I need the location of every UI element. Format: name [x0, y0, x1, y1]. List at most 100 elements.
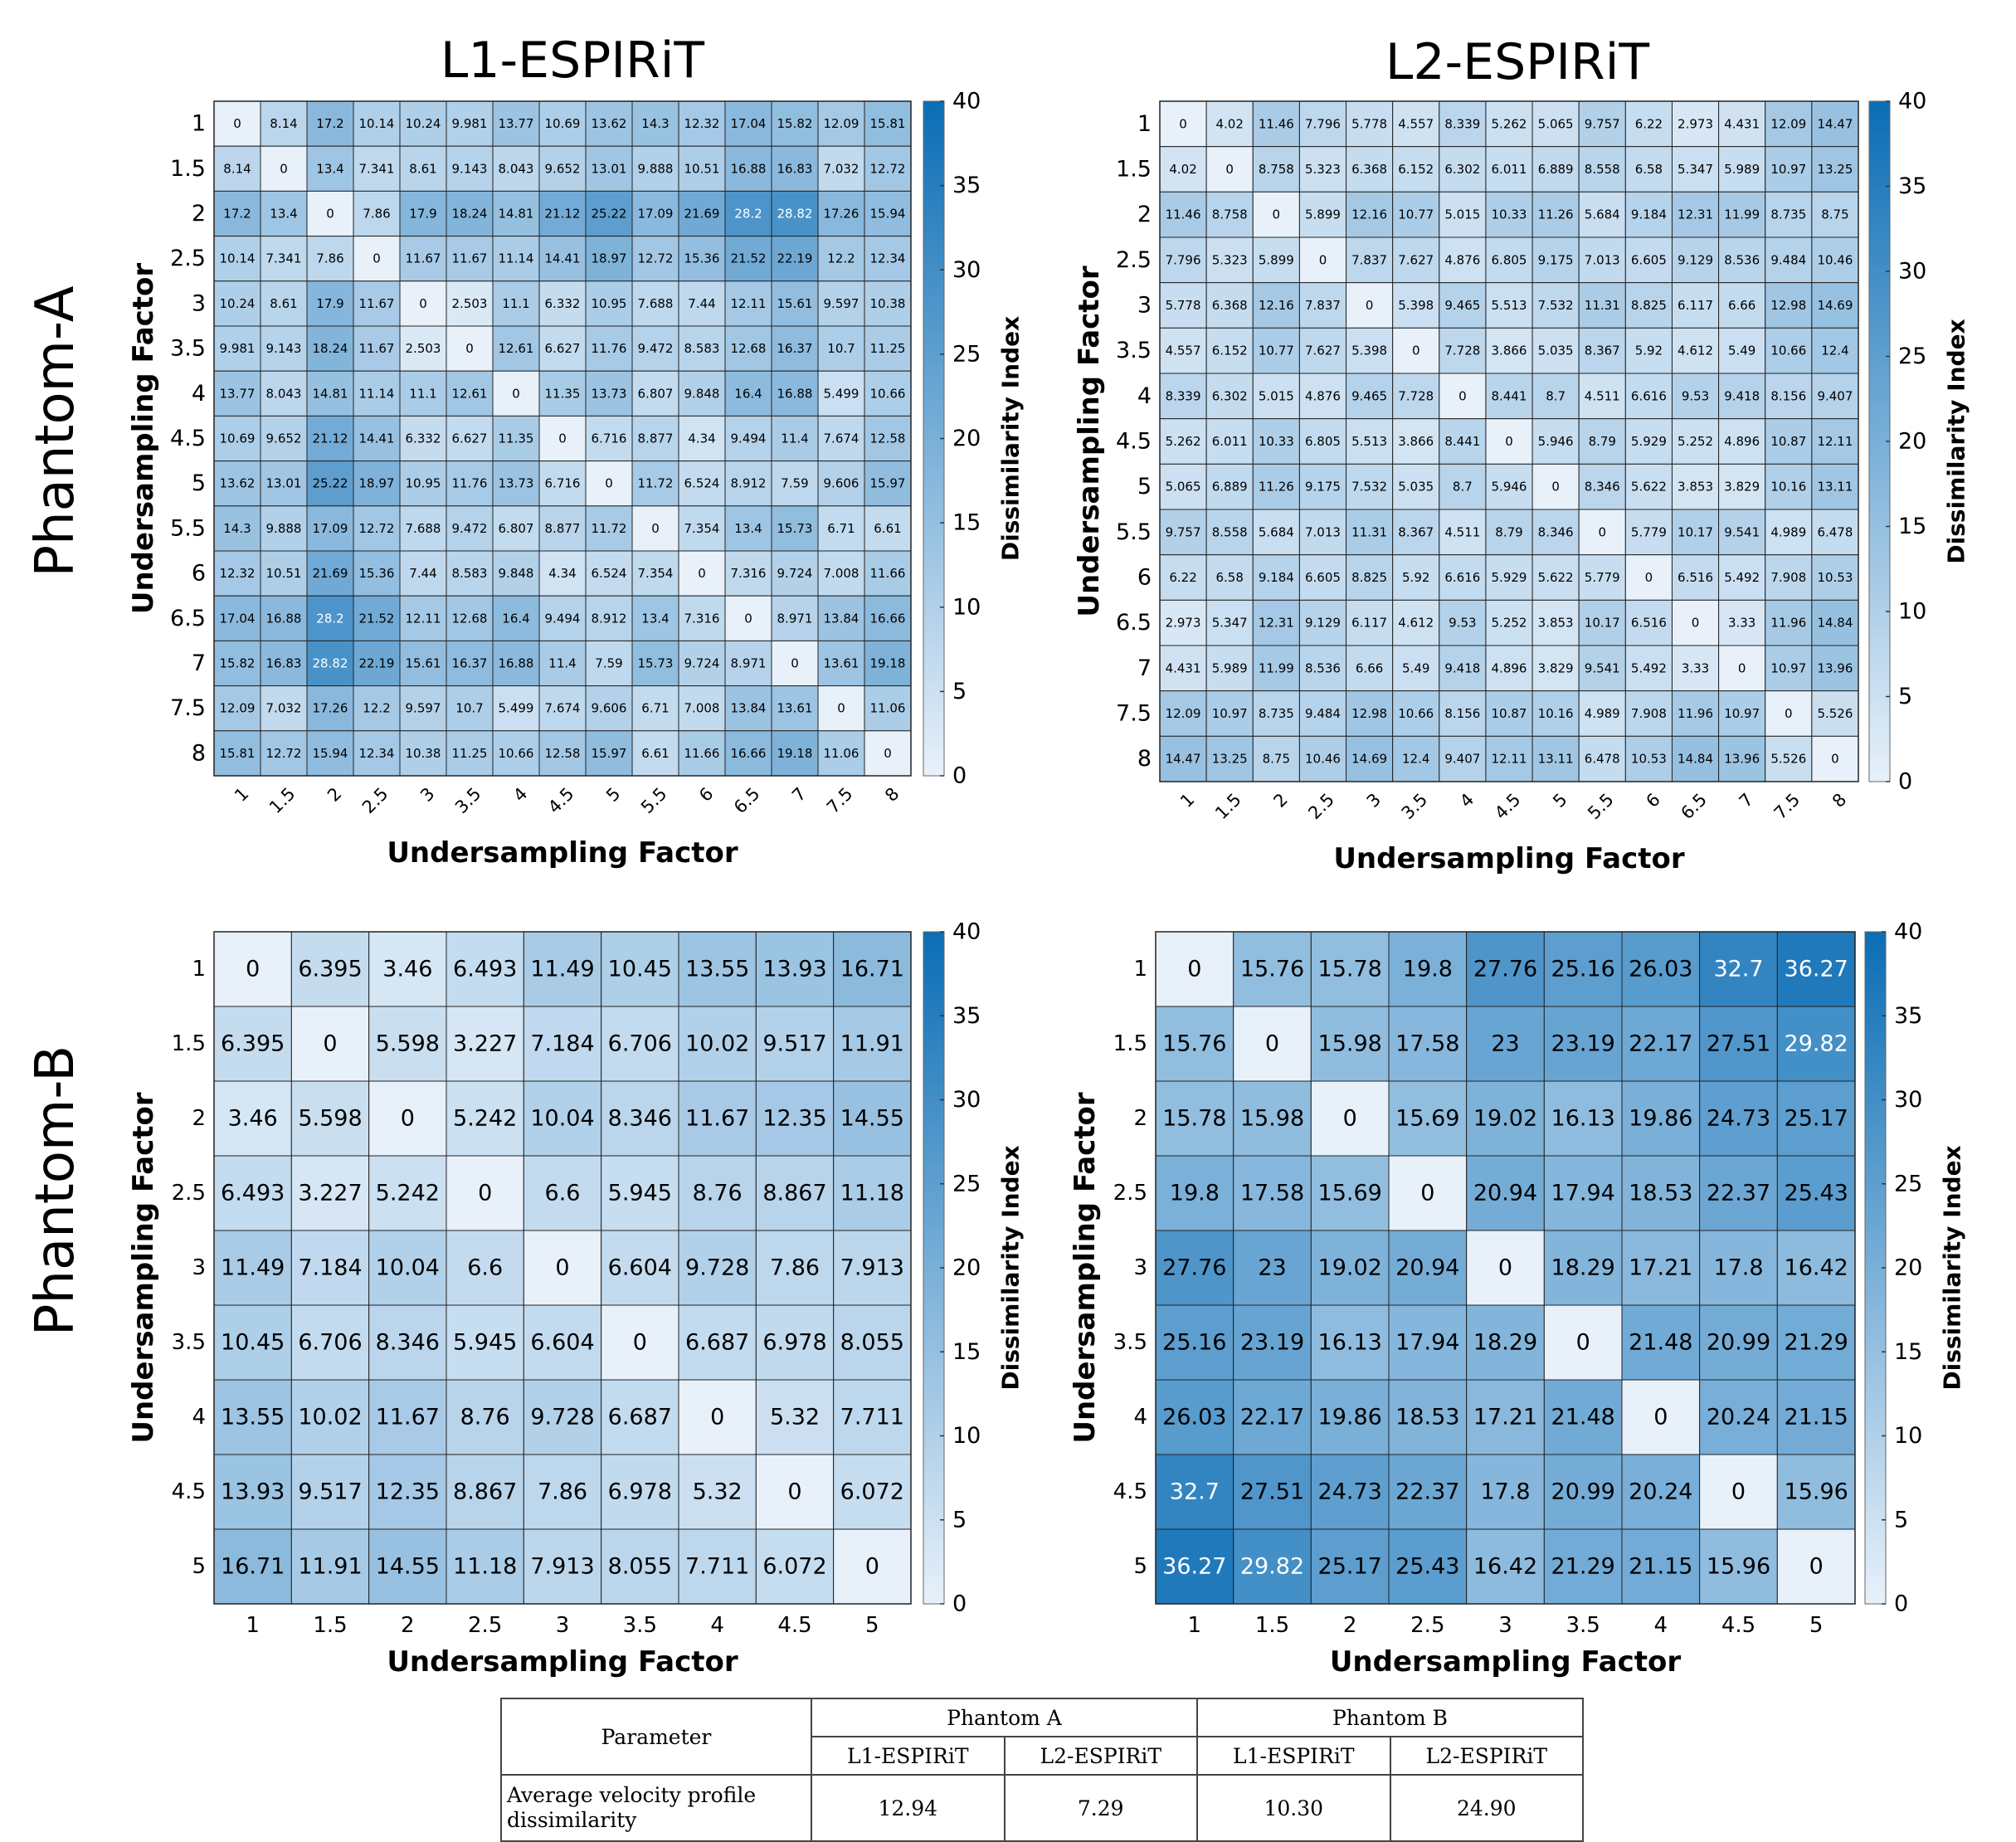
cell-label: 10.46 — [1305, 752, 1341, 767]
heatmap-cell — [1671, 463, 1720, 510]
heatmap-cell — [1624, 690, 1673, 737]
cell-label: 6.117 — [1351, 616, 1387, 631]
heatmap-cell — [538, 460, 587, 507]
cell-label: 15.97 — [592, 746, 627, 761]
cell-label: 8.583 — [684, 341, 720, 356]
cell-label: 11.06 — [824, 746, 859, 761]
cell-label: 5.015 — [1444, 207, 1480, 222]
heatmap-cell — [1811, 236, 1859, 284]
heatmap-cell — [1811, 554, 1859, 601]
cell-label: 8.055 — [840, 1330, 904, 1356]
cell-label: 12.2 — [827, 251, 855, 266]
cell-label: 13.55 — [221, 1405, 285, 1430]
cell-label: 10.69 — [220, 431, 256, 446]
y-tick-label: 3 — [192, 290, 206, 316]
heatmap-cell — [213, 325, 261, 372]
cell-label: 5.946 — [1538, 434, 1574, 449]
cell-label: 10.38 — [406, 746, 441, 761]
cell-label: 22.17 — [1629, 1031, 1692, 1057]
x-tick-label: 1.5 — [265, 784, 299, 818]
cell-label: 6.805 — [1492, 252, 1527, 267]
cell-label: 13.96 — [1724, 752, 1760, 767]
heatmap-cell — [1466, 1080, 1545, 1157]
cell-label: 0 — [1576, 1330, 1590, 1356]
cell-label: 6.493 — [453, 957, 517, 982]
heatmap-cell — [678, 595, 726, 641]
cell-label: 21.52 — [731, 251, 767, 266]
y-tick-label: 1.5 — [170, 156, 206, 182]
heatmap-cell — [755, 1006, 835, 1082]
cell-label: 11.72 — [592, 521, 627, 536]
cell-label: 4.896 — [1724, 434, 1760, 449]
cell-label: 10.7 — [455, 701, 483, 716]
colorbar-tick-label: 30 — [1898, 259, 1926, 285]
cell-label: 8.61 — [409, 161, 436, 176]
heatmap-cell — [1439, 236, 1487, 284]
heatmap-cell — [585, 325, 633, 372]
heatmap-cell — [1392, 509, 1440, 556]
cell-label: 10.95 — [592, 296, 627, 311]
heatmap-cell — [631, 550, 679, 597]
heatmap-cell — [1205, 191, 1254, 238]
heatmap-cell — [368, 1379, 447, 1455]
heatmap-cell — [1671, 418, 1720, 465]
heatmap-cell — [678, 415, 726, 462]
cell-label: 27.76 — [1162, 1255, 1226, 1281]
cell-label: 13.4 — [641, 611, 669, 626]
y-tick-label: 5.5 — [1116, 519, 1152, 545]
cell-label: 9.465 — [1444, 298, 1480, 313]
cell-label: 14.3 — [223, 521, 251, 536]
cell-label: 11.4 — [548, 656, 576, 671]
cell-label: 8.912 — [731, 476, 767, 491]
cell-label: 26.03 — [1162, 1405, 1226, 1430]
heatmap-cell — [817, 145, 865, 192]
colorbar-tick-label: 0 — [952, 763, 967, 789]
cell-label: 4.557 — [1398, 116, 1434, 131]
heatmap-cell — [1776, 1155, 1856, 1231]
heatmap-cell — [1388, 1304, 1468, 1381]
heatmap-cell — [353, 325, 401, 372]
cell-label: 17.2 — [223, 207, 251, 222]
cell-label: 0 — [1458, 388, 1467, 403]
heatmap-cell — [1205, 418, 1254, 465]
heatmap-cell — [631, 595, 679, 641]
cell-label: 7.908 — [1770, 570, 1806, 585]
x-tick-label: 8 — [881, 784, 903, 806]
cell-label: 10.16 — [1538, 706, 1574, 721]
heatmap-cell — [353, 145, 401, 192]
cell-label: 16.37 — [452, 656, 488, 671]
cell-label: 8.971 — [731, 656, 767, 671]
cell-label: 20.99 — [1551, 1479, 1615, 1505]
cell-label: 6.889 — [1212, 480, 1248, 495]
heatmap-cell — [306, 325, 354, 372]
cell-label: 8.055 — [608, 1554, 672, 1580]
cell-label: 5.252 — [1678, 434, 1713, 449]
heatmap-cell — [1439, 645, 1487, 692]
cell-label: 5.035 — [1538, 344, 1574, 358]
cell-label: 8.156 — [1444, 706, 1480, 721]
x-tick-label: 4.5 — [777, 1613, 811, 1638]
colorbar-tick-label: 25 — [952, 341, 981, 367]
cell-label: 11.96 — [1678, 706, 1713, 721]
x-tick-label: 8 — [1829, 790, 1850, 811]
cell-label: 0 — [246, 957, 260, 982]
x-tick-label: 6.5 — [730, 784, 764, 818]
heatmap-cell — [213, 100, 261, 147]
cell-label: 7.711 — [685, 1554, 749, 1580]
cell-label: 11.67 — [452, 251, 488, 266]
heatmap-cell — [1776, 1304, 1856, 1381]
cell-label: 8.75 — [1263, 752, 1290, 767]
heatmap-cell — [290, 1528, 370, 1605]
cell-label: 9.606 — [824, 476, 859, 491]
cell-label: 28.2 — [316, 611, 343, 626]
cell-label: 21.29 — [1551, 1554, 1615, 1580]
colorbar-tick-label: 25 — [1898, 344, 1926, 369]
colorbar-tick-label: 20 — [952, 1255, 981, 1281]
heatmap-cell — [1392, 100, 1440, 148]
heatmap-cell — [817, 236, 865, 282]
heatmap-cell — [1776, 1230, 1856, 1306]
cell-label: 8.825 — [1351, 570, 1387, 585]
cell-label: 10.87 — [1492, 706, 1527, 721]
cell-label: 10.17 — [1678, 524, 1713, 539]
cell-label: 4.557 — [1166, 344, 1201, 358]
